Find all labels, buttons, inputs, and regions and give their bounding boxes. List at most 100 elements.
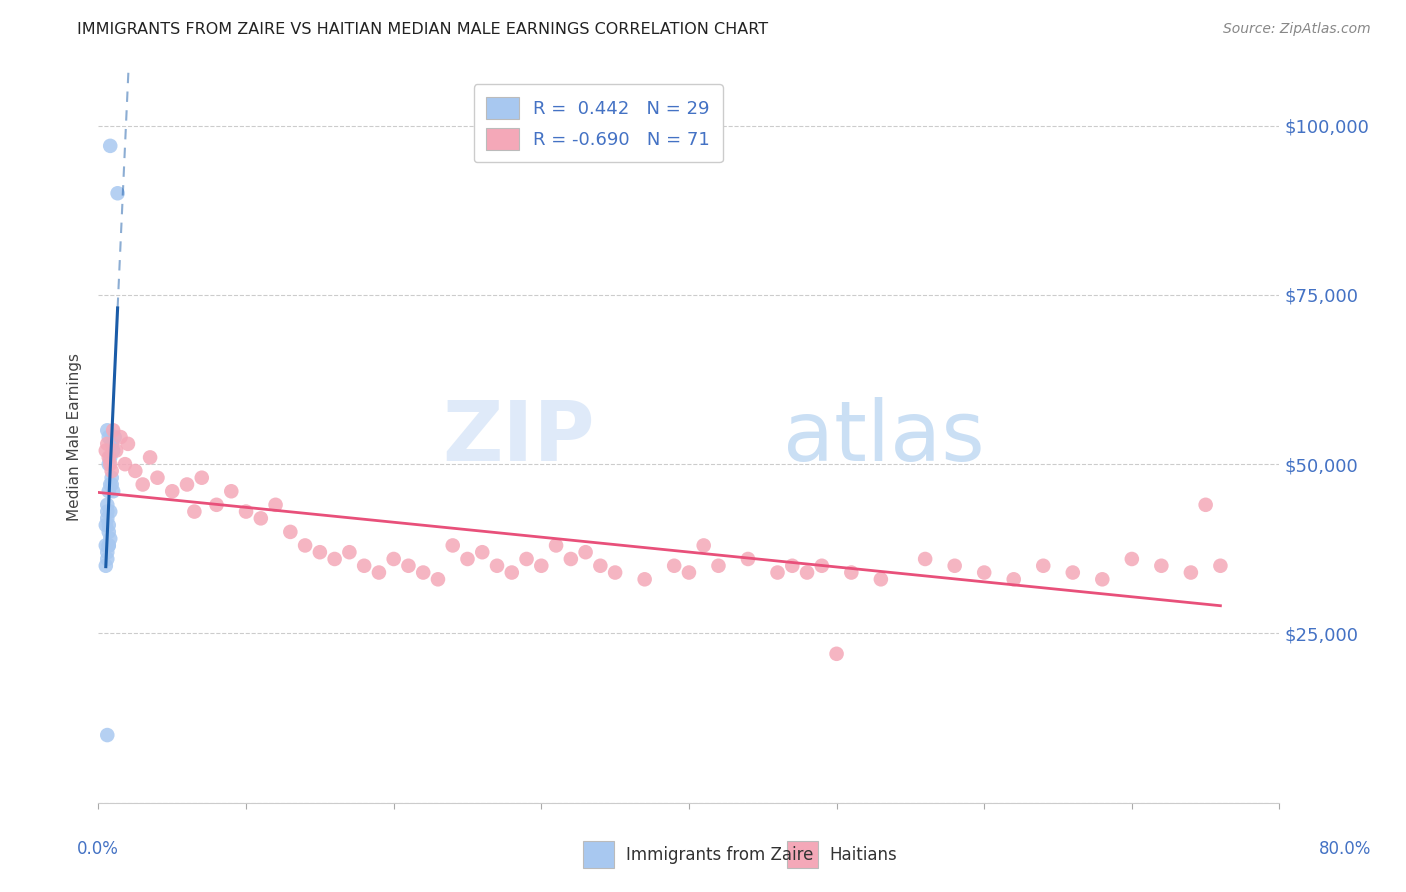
Text: 0.0%: 0.0% (77, 840, 120, 858)
Point (132, 477, 155, 491)
Point (1150, 558, 1173, 573)
Point (103, 484, 125, 499)
Point (103, 423, 125, 437)
Point (471, 545, 494, 559)
Point (191, 471, 214, 485)
Point (353, 558, 375, 573)
Text: Source: ZipAtlas.com: Source: ZipAtlas.com (1223, 22, 1371, 37)
Point (94, 443, 117, 458)
Point (100, 437, 122, 451)
Point (1091, 572, 1114, 586)
Point (766, 566, 789, 580)
Point (339, 545, 361, 559)
Point (560, 552, 582, 566)
Point (546, 538, 568, 552)
Point (96, 437, 118, 451)
Point (183, 505, 205, 519)
Point (796, 566, 818, 580)
Point (693, 538, 716, 552)
Text: Haitians: Haitians (830, 846, 897, 863)
Point (737, 552, 759, 566)
Point (98, 532, 121, 546)
Point (97, 538, 120, 552)
Point (100, 471, 122, 485)
Point (104, 430, 127, 444)
Text: 80.0%: 80.0% (1319, 840, 1371, 858)
Point (1195, 498, 1218, 512)
Point (98, 505, 121, 519)
Point (96, 498, 118, 512)
Text: IMMIGRANTS FROM ZAIRE VS HAITIAN MEDIAN MALE EARNINGS CORRELATION CHART: IMMIGRANTS FROM ZAIRE VS HAITIAN MEDIAN … (77, 22, 769, 37)
Point (94, 538, 117, 552)
Point (96, 505, 118, 519)
Point (707, 558, 730, 573)
Point (97, 524, 120, 539)
Point (96, 545, 118, 559)
Point (98, 139, 121, 153)
Point (221, 484, 243, 499)
Legend: R =  0.442   N = 29, R = -0.690   N = 71: R = 0.442 N = 29, R = -0.690 N = 71 (474, 84, 723, 162)
Point (294, 538, 316, 552)
Point (205, 498, 228, 512)
Point (103, 443, 125, 458)
Point (97, 484, 120, 499)
Point (96, 511, 118, 525)
Point (486, 558, 509, 573)
Point (782, 558, 804, 573)
Point (146, 471, 169, 485)
Point (323, 552, 346, 566)
Point (398, 558, 420, 573)
Point (810, 558, 832, 573)
Text: ZIP: ZIP (441, 397, 595, 477)
Point (1032, 558, 1054, 573)
Point (235, 505, 257, 519)
Y-axis label: Median Male Earnings: Median Male Earnings (67, 353, 83, 521)
Point (589, 558, 612, 573)
Point (427, 572, 450, 586)
Point (124, 464, 146, 478)
Point (98, 477, 121, 491)
Point (97, 450, 120, 465)
Point (96, 423, 118, 437)
Point (841, 566, 863, 580)
Point (96, 552, 118, 566)
Point (678, 566, 700, 580)
Point (100, 464, 122, 478)
Point (264, 498, 287, 512)
Point (98, 457, 121, 471)
Point (1180, 566, 1202, 580)
Point (96, 728, 118, 742)
Point (94, 518, 117, 533)
Point (100, 477, 122, 491)
Point (98, 450, 121, 465)
Point (441, 538, 464, 552)
Point (1209, 558, 1232, 573)
Point (110, 430, 132, 444)
Point (107, 186, 129, 201)
Point (501, 566, 523, 580)
Text: atlas: atlas (783, 397, 986, 477)
Point (176, 477, 198, 491)
Point (382, 552, 405, 566)
Point (105, 443, 128, 458)
Point (162, 484, 183, 499)
Point (457, 552, 479, 566)
Point (94, 558, 117, 573)
Point (516, 552, 538, 566)
Point (117, 437, 139, 451)
Point (575, 545, 598, 559)
Point (1121, 552, 1143, 566)
Point (97, 430, 120, 444)
Point (1062, 566, 1084, 580)
Point (605, 566, 627, 580)
Point (97, 538, 120, 552)
Point (634, 572, 657, 586)
Point (97, 457, 120, 471)
Point (914, 552, 936, 566)
Point (412, 566, 434, 580)
Point (1002, 572, 1025, 586)
Point (114, 457, 136, 471)
Point (973, 566, 995, 580)
Text: Immigrants from Zaire: Immigrants from Zaire (626, 846, 813, 863)
Point (943, 558, 966, 573)
